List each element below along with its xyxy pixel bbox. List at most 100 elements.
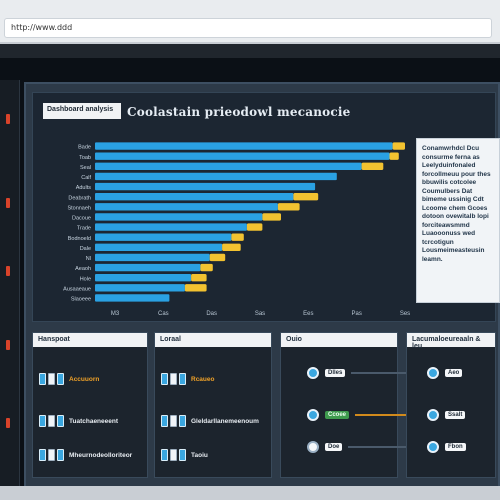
divider bbox=[348, 446, 409, 448]
x-tick-label: Cas bbox=[158, 311, 169, 317]
bar-primary[interactable] bbox=[95, 263, 201, 272]
x-tick-label: Das bbox=[206, 311, 217, 317]
list-item[interactable]: Doe bbox=[307, 441, 409, 453]
category-label: Seal bbox=[80, 165, 91, 171]
bar-chart: Bade Toab Seal Calf Adults Deabrath Stonnaeh Da… bbox=[63, 142, 410, 317]
list-item[interactable]: Accuuorn bbox=[39, 373, 141, 385]
bar-secondary[interactable] bbox=[277, 203, 300, 211]
row-label: Accuuorn bbox=[69, 375, 100, 383]
card-1: Hanspoat Accuuorn Tuatchaeneeent Mheurno… bbox=[32, 332, 148, 478]
bar-secondary[interactable] bbox=[209, 253, 226, 262]
avatar-icon bbox=[307, 409, 319, 421]
bar-primary[interactable] bbox=[95, 152, 390, 160]
avatar-icon bbox=[427, 367, 439, 379]
category-label: Dacoue bbox=[72, 216, 91, 222]
category-label: Bade bbox=[78, 145, 91, 151]
row-label: Tuatchaeneeent bbox=[69, 417, 119, 425]
list-item[interactable]: Dlles bbox=[307, 367, 412, 379]
category-label: Toab bbox=[79, 155, 91, 161]
sidebar-marker[interactable] bbox=[6, 266, 10, 276]
chip-icon bbox=[39, 415, 64, 427]
bar-secondary[interactable] bbox=[184, 284, 207, 292]
row-badge: Dlles bbox=[325, 369, 346, 377]
bar-primary[interactable] bbox=[95, 233, 232, 241]
list-item[interactable]: Ccoee bbox=[307, 409, 416, 421]
card-header: Ouio bbox=[281, 333, 397, 347]
row-badge: Fbon bbox=[445, 443, 466, 451]
x-tick-label: Sas bbox=[255, 311, 265, 317]
row-label: Mheurnodeolloriteor bbox=[69, 451, 133, 459]
bar-primary[interactable] bbox=[95, 213, 263, 221]
category-label: Stonnaeh bbox=[67, 205, 91, 211]
sidebar-marker[interactable] bbox=[6, 114, 10, 124]
divider bbox=[351, 372, 412, 374]
bar-secondary[interactable] bbox=[191, 274, 207, 282]
list-item[interactable]: Rcaueo bbox=[161, 373, 265, 385]
category-label: Deabrath bbox=[68, 195, 91, 201]
bar-secondary[interactable] bbox=[262, 213, 281, 221]
bar-secondary[interactable] bbox=[231, 233, 244, 241]
category-label: Hole bbox=[80, 276, 91, 282]
bar-secondary[interactable] bbox=[392, 142, 405, 150]
list-item[interactable]: Mheurnodeolloriteor bbox=[39, 449, 141, 461]
bar-secondary[interactable] bbox=[293, 193, 319, 201]
category-label: Adults bbox=[76, 185, 92, 191]
bar-primary[interactable] bbox=[95, 274, 192, 282]
avatar-icon bbox=[307, 441, 319, 453]
chart-tag[interactable]: Dashboard analysis bbox=[43, 103, 121, 119]
category-label: Calf bbox=[81, 175, 91, 181]
list-item[interactable]: Ssalt bbox=[427, 409, 466, 421]
list-item[interactable]: Aeo bbox=[427, 367, 463, 379]
x-tick-label: M3 bbox=[111, 311, 120, 317]
x-tick-label: Ses bbox=[400, 311, 410, 317]
address-text: http://www.ddd bbox=[11, 23, 73, 32]
card-header: Loraal bbox=[155, 333, 271, 347]
sidebar-marker[interactable] bbox=[6, 340, 10, 350]
chart-title: Coolastain prieodowl mecanocie bbox=[127, 105, 351, 119]
card-header: Lacumaloeureaaln & leu bbox=[407, 333, 495, 350]
category-label: Ausaaeaue bbox=[63, 286, 91, 292]
bar-primary[interactable] bbox=[95, 253, 210, 262]
list-item[interactable]: Taoiu bbox=[161, 449, 265, 461]
bar-primary[interactable] bbox=[95, 182, 316, 191]
bar-secondary[interactable] bbox=[200, 263, 213, 272]
bar-secondary[interactable] bbox=[246, 223, 263, 231]
avatar-icon bbox=[427, 409, 439, 421]
list-item[interactable]: Gleldarllanemeenoum bbox=[161, 415, 265, 427]
bar-primary[interactable] bbox=[95, 162, 362, 170]
dashboard-window: Dashboard analysis Coolastain prieodowl … bbox=[24, 82, 500, 494]
chip-icon bbox=[161, 373, 186, 385]
list-item[interactable]: Tuatchaeneeent bbox=[39, 415, 141, 427]
category-label: Trade bbox=[77, 226, 91, 232]
bar-secondary[interactable] bbox=[389, 152, 399, 160]
sidebar-marker[interactable] bbox=[6, 418, 10, 428]
row-badge: Ccoee bbox=[325, 411, 350, 419]
card-header: Hanspoat bbox=[33, 333, 147, 347]
row-label: Gleldarllanemeenoum bbox=[191, 417, 259, 425]
bar-primary[interactable] bbox=[95, 193, 294, 201]
chip-icon bbox=[39, 373, 64, 385]
bar-secondary[interactable] bbox=[222, 243, 241, 251]
bar-primary[interactable] bbox=[95, 243, 223, 251]
category-label: Nl bbox=[86, 256, 91, 262]
bar-primary[interactable] bbox=[95, 142, 393, 150]
bottom-scroll-bar[interactable] bbox=[0, 486, 500, 500]
row-badge: Ssalt bbox=[445, 411, 466, 419]
notes-card: Conamwrhdcl Dcu consurme ferna as Leelyd… bbox=[416, 138, 500, 303]
left-sidebar bbox=[0, 80, 20, 490]
list-item[interactable]: Fbon bbox=[427, 441, 466, 453]
category-label: Dale bbox=[80, 246, 91, 252]
bar-secondary[interactable] bbox=[361, 162, 384, 170]
chip-icon bbox=[161, 415, 186, 427]
bar-primary[interactable] bbox=[95, 223, 247, 231]
address-bar[interactable]: http://www.ddd bbox=[4, 18, 492, 38]
bar-primary[interactable] bbox=[95, 203, 278, 211]
avatar-icon bbox=[427, 441, 439, 453]
card-3: Ouio Dlles Ccoee Doe bbox=[280, 332, 416, 478]
tab-strip bbox=[0, 44, 500, 58]
bar-primary[interactable] bbox=[95, 172, 337, 181]
bar-primary[interactable] bbox=[95, 294, 170, 302]
bar-primary[interactable] bbox=[95, 284, 185, 292]
sidebar-marker[interactable] bbox=[6, 198, 10, 208]
card-2: Loraal Rcaueo Gleldarllanemeenoum Taoiu bbox=[154, 332, 272, 478]
